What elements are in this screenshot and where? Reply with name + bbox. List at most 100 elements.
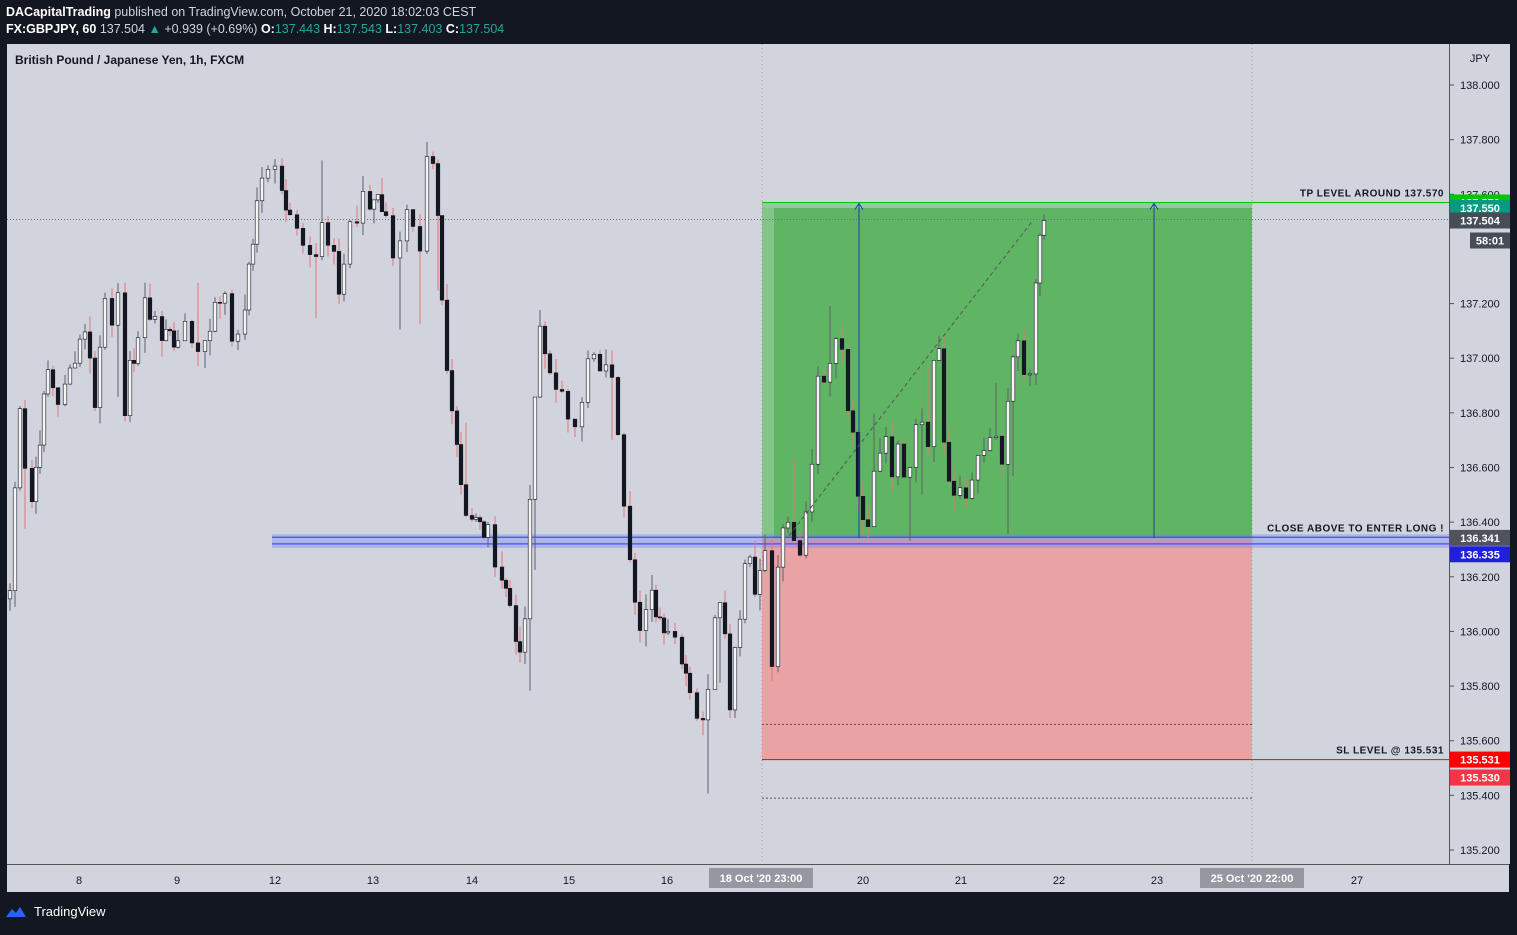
candle-body bbox=[672, 631, 678, 638]
candle-body bbox=[621, 434, 627, 507]
tp-annotation: TP LEVEL AROUND 137.570 bbox=[1300, 188, 1444, 199]
candle-body bbox=[439, 215, 445, 301]
price-axis-svg[interactable]: JPY138.000137.800137.600137.200137.00013… bbox=[1450, 44, 1510, 864]
profit-zone-top bbox=[762, 202, 1252, 208]
candle-body bbox=[92, 357, 98, 408]
candle-body bbox=[717, 602, 723, 619]
candle-body bbox=[683, 663, 689, 674]
candle-body bbox=[643, 609, 649, 631]
price-axis[interactable]: JPY138.000137.800137.600137.200137.00013… bbox=[1449, 44, 1510, 864]
candle-body bbox=[473, 517, 479, 520]
price-tick-label: 135.800 bbox=[1460, 681, 1500, 693]
candle-body bbox=[757, 570, 763, 595]
header-bar: DACapitalTrading published on TradingVie… bbox=[0, 0, 1517, 44]
symbol-line: FX:GBPJPY, 60 137.504 ▲ +0.939 (+0.69%) … bbox=[6, 22, 504, 36]
candle-body bbox=[981, 450, 987, 456]
candle-body bbox=[827, 363, 833, 383]
candle-body bbox=[632, 559, 638, 603]
candle-body bbox=[347, 221, 353, 265]
time-tick-label: 27 bbox=[1351, 875, 1363, 887]
candle-body bbox=[235, 333, 241, 342]
candle-body bbox=[294, 214, 300, 229]
time-axis[interactable]: 8912131415161920212223262718 Oct '20 23:… bbox=[7, 864, 1509, 893]
candle-body bbox=[727, 633, 733, 711]
candle-body bbox=[845, 349, 851, 412]
candle-body bbox=[742, 563, 748, 620]
candle-body bbox=[907, 467, 913, 478]
candle-body bbox=[424, 156, 430, 252]
candle-body bbox=[839, 338, 845, 350]
candle-body bbox=[975, 455, 981, 481]
candle-body bbox=[410, 209, 416, 227]
candle-body bbox=[925, 421, 931, 447]
time-axis-svg[interactable]: 8912131415161920212223262718 Oct '20 23:… bbox=[7, 865, 1509, 893]
candle-body bbox=[29, 468, 35, 502]
price-label-box bbox=[1450, 212, 1510, 229]
candle-body bbox=[705, 689, 711, 721]
candle-body bbox=[579, 402, 585, 428]
author-name[interactable]: DACapitalTrading bbox=[6, 5, 111, 19]
candle-body bbox=[627, 505, 633, 561]
candle-body bbox=[815, 375, 821, 465]
candle-body bbox=[41, 393, 47, 446]
candle-body bbox=[737, 618, 743, 648]
price-tick-label: 138.000 bbox=[1460, 80, 1500, 92]
candle-body bbox=[279, 165, 285, 191]
candle-body bbox=[390, 215, 396, 259]
low-value: 137.403 bbox=[397, 22, 443, 36]
candle-body bbox=[336, 251, 342, 295]
entry-annotation: CLOSE ABOVE TO ENTER LONG ! bbox=[1267, 523, 1444, 534]
tradingview-logo[interactable]: TradingView bbox=[0, 892, 160, 930]
position-tool[interactable] bbox=[7, 201, 1449, 799]
candle-body bbox=[661, 617, 667, 634]
candle-body bbox=[649, 589, 655, 610]
candle-body bbox=[901, 443, 907, 478]
candle-body bbox=[499, 566, 505, 581]
last-price: 137.504 bbox=[99, 22, 145, 36]
candle-body bbox=[1015, 340, 1021, 358]
candle-body bbox=[999, 435, 1005, 465]
price-label-text: 135.531 bbox=[1460, 755, 1500, 767]
candle-body bbox=[522, 618, 528, 653]
candle-body bbox=[331, 245, 337, 252]
time-tick-label: 23 bbox=[1151, 875, 1163, 887]
candle-body bbox=[404, 209, 410, 242]
candle-body bbox=[797, 540, 803, 556]
time-marker-end-box bbox=[1200, 868, 1304, 888]
price-label-text: 136.341 bbox=[1460, 533, 1500, 545]
candle-body bbox=[537, 325, 543, 398]
candle-body bbox=[77, 338, 83, 364]
candle-body bbox=[159, 316, 165, 341]
candle-body bbox=[152, 316, 158, 320]
low-label: L: bbox=[385, 22, 398, 36]
candle-body bbox=[45, 369, 51, 395]
candle-body bbox=[503, 579, 509, 589]
candle-body bbox=[435, 163, 441, 216]
footer-bar: TradingView bbox=[0, 892, 1517, 930]
candle-body bbox=[637, 601, 643, 631]
chart-plot-area[interactable]: TP LEVEL AROUND 137.570 CLOSE ABOVE TO EN… bbox=[7, 44, 1449, 864]
candle-body bbox=[147, 297, 153, 320]
price-tick-label: 135.600 bbox=[1460, 736, 1500, 748]
candle-body bbox=[33, 467, 39, 502]
candle-body bbox=[17, 408, 23, 489]
candle-body bbox=[855, 431, 861, 497]
candle-body bbox=[507, 588, 513, 606]
candle-body bbox=[171, 330, 177, 348]
candle-body bbox=[300, 227, 306, 246]
candle-body bbox=[481, 521, 487, 538]
price-label-box bbox=[1450, 529, 1510, 546]
candle-body bbox=[919, 421, 925, 426]
candle-body bbox=[603, 364, 609, 372]
candle-body bbox=[163, 329, 169, 341]
chart-svg[interactable]: TP LEVEL AROUND 137.570 CLOSE ABOVE TO EN… bbox=[7, 44, 1449, 864]
candle-body bbox=[229, 293, 235, 342]
price-label-text: 58:01 bbox=[1476, 236, 1504, 248]
candle-body bbox=[722, 602, 728, 635]
candle-body bbox=[379, 194, 385, 212]
time-tick-label: 12 bbox=[269, 875, 281, 887]
candle-body bbox=[122, 292, 128, 417]
price-tick-label: 136.200 bbox=[1460, 572, 1500, 584]
projection-arrow-2-head bbox=[1149, 202, 1159, 210]
time-tick-label: 16 bbox=[661, 875, 673, 887]
